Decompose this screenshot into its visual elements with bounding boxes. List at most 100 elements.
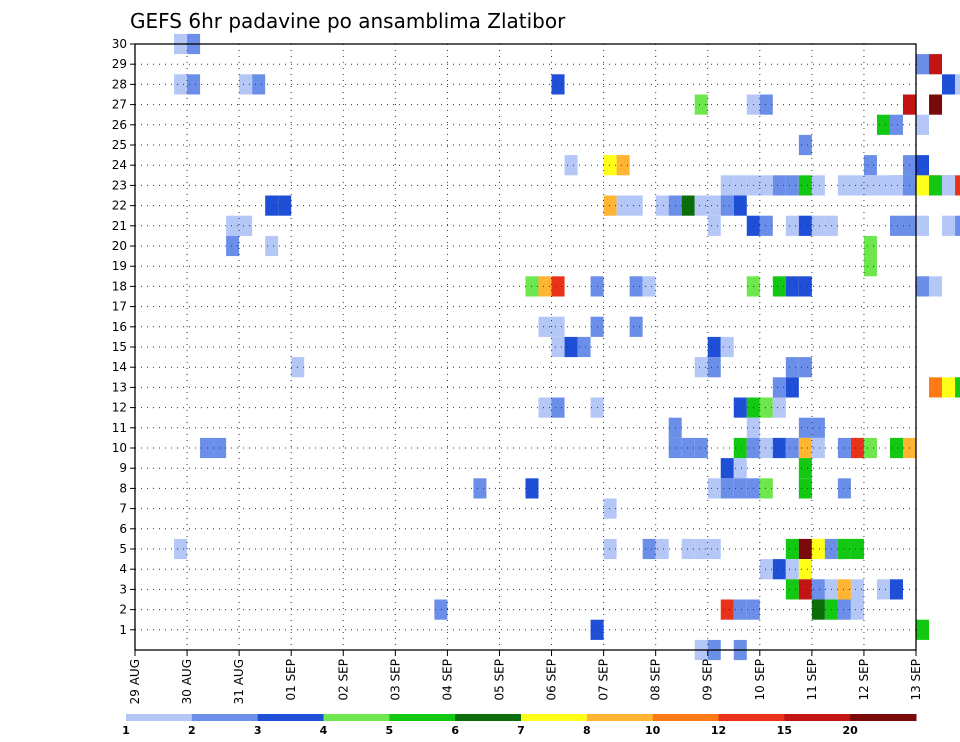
colorbar-label: 2: [188, 724, 196, 737]
x-axis: 29 AUG 30 AUG 31 AUG 01 SEP 02 SEP 03 SEP 04 S…: [128, 650, 923, 704]
grid-lines: [135, 44, 916, 650]
heatmap-cell: [837, 538, 851, 560]
heatmap-cell: [681, 437, 695, 459]
y-tick-label: 29: [112, 57, 127, 71]
colorbar-swatch: [784, 714, 851, 721]
heatmap-cell: [174, 74, 188, 95]
y-tick-label: 5: [119, 542, 127, 556]
y-tick-label: 22: [112, 199, 127, 213]
heatmap-cell: [785, 175, 799, 196]
heatmap-cell: [694, 357, 708, 378]
heatmap-cell: [916, 114, 930, 135]
heatmap-cell: [798, 357, 812, 378]
heatmap-cell: [916, 276, 930, 297]
x-tick-label: 30 AUG: [180, 659, 194, 704]
colorbar-label: 20: [843, 724, 859, 737]
y-tick-label: 4: [119, 562, 127, 576]
heatmap-cell: [850, 175, 864, 196]
colorbar-swatch: [652, 714, 719, 721]
x-tick-label: 09 SEP: [701, 659, 715, 701]
heatmap-cell: [733, 437, 747, 459]
heatmap-cell: [929, 54, 943, 75]
heatmap-cell: [759, 559, 773, 580]
heatmap-cell: [916, 175, 930, 196]
heatmap-cell: [642, 276, 656, 297]
heatmap-cell: [629, 195, 643, 216]
heatmap-cell: [798, 559, 812, 580]
heatmap-cell: [603, 155, 617, 176]
heatmap-cell: [889, 579, 903, 600]
heatmap-cell: [929, 377, 943, 398]
chart-title: GEFS 6hr padavine po ansamblima Zlatibor: [130, 9, 566, 33]
heatmap-cell: [863, 235, 877, 257]
heatmap-cell: [798, 175, 812, 196]
heatmap-cell: [889, 215, 903, 236]
y-tick-label: 30: [112, 37, 127, 51]
heatmap-cell: [785, 437, 799, 459]
x-tick-label: 10 SEP: [753, 659, 767, 701]
heatmap-cell: [850, 538, 864, 560]
heatmap-cell: [772, 559, 786, 580]
heatmap-cell: [942, 74, 956, 95]
heatmap-cell: [929, 276, 943, 297]
colorbar-swatch: [126, 714, 193, 721]
heatmap-cell: [681, 538, 695, 560]
heatmap-cell: [798, 215, 812, 236]
heatmap-cell: [772, 377, 786, 398]
y-tick-label: 21: [112, 219, 127, 233]
heatmap-cell: [577, 336, 591, 358]
heatmap-cell: [733, 397, 747, 418]
heatmap-cell: [811, 579, 825, 600]
heatmap-cell: [733, 478, 747, 499]
heatmap-cell: [837, 579, 851, 600]
heatmap-cell: [863, 175, 877, 196]
heatmap-cell: [226, 215, 240, 236]
heatmap-cell: [785, 538, 799, 560]
heatmap-cell: [798, 134, 812, 156]
y-tick-label: 1: [119, 623, 127, 637]
heatmap-cell: [629, 316, 643, 337]
heatmap-cell: [955, 215, 960, 236]
heatmap-cell: [759, 94, 773, 115]
y-axis: 1234567891011121314151617181920212223242…: [112, 37, 135, 637]
heatmap-cell: [889, 175, 903, 196]
y-tick-label: 24: [112, 158, 127, 172]
heatmap-cell: [707, 538, 721, 560]
y-tick-label: 15: [112, 340, 127, 354]
heatmap-cell: [837, 599, 851, 620]
y-tick-label: 18: [112, 279, 127, 293]
colorbar-swatch: [718, 714, 785, 721]
x-tick-label: 12 SEP: [857, 659, 871, 701]
heatmap-cell: [551, 74, 565, 95]
heatmap-cell: [772, 276, 786, 297]
y-tick-label: 12: [112, 401, 127, 415]
heatmap-cell: [772, 175, 786, 196]
heatmap-cell: [538, 397, 552, 418]
heatmap-cell: [863, 256, 877, 277]
heatmap-cell: [876, 175, 890, 196]
heatmap-cell: [707, 195, 721, 216]
heatmap-cell: [655, 195, 669, 216]
heatmap-cell: [798, 579, 812, 600]
colorbar-swatch: [191, 714, 259, 721]
heatmap-cell: [538, 276, 552, 297]
y-tick-label: 19: [112, 259, 127, 273]
y-tick-label: 11: [112, 421, 127, 435]
heatmap-cell: [798, 437, 812, 459]
heatmap-cell: [603, 195, 617, 216]
colorbar-label: 4: [320, 724, 328, 737]
heatmap-cell: [916, 54, 930, 75]
heatmap-cell: [551, 276, 565, 297]
heatmap-cell: [707, 478, 721, 499]
heatmap-cell: [916, 215, 930, 236]
y-tick-label: 7: [119, 502, 127, 516]
heatmap-cell: [239, 74, 253, 95]
heatmap-cell: [616, 155, 630, 176]
heatmap-cell: [955, 175, 960, 196]
heatmap-cell: [707, 336, 721, 358]
y-tick-label: 6: [119, 522, 127, 536]
colorbar-label: 3: [254, 724, 262, 737]
colorbar-legend: 1 2 3 4 5 6 7 8 10 12 15 20: [122, 714, 917, 737]
heatmap-cell: [759, 437, 773, 459]
